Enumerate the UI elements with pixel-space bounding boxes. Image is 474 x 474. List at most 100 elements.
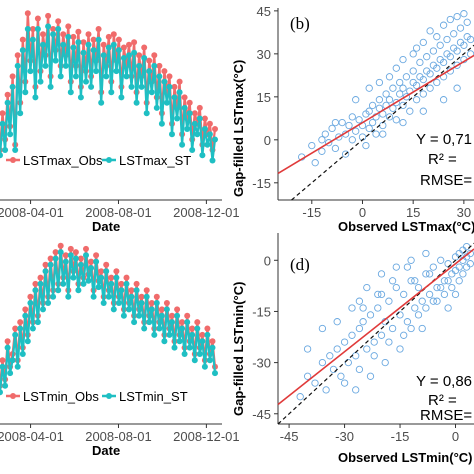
- series-point-LSTmin_Obs: [108, 274, 115, 281]
- scatter-point: [418, 324, 426, 333]
- series-point-LSTmax_ST: [24, 26, 31, 32]
- series-point-LSTmin_Obs: [17, 319, 24, 326]
- x-tick-label: 0: [452, 429, 459, 444]
- panel-a-plot: [0, 10, 218, 164]
- scatter-point: [388, 324, 397, 333]
- panel-a-x-ticks: 2008-04-01 2008-08-01 2008-12-01: [0, 200, 240, 220]
- legend-key-dot-LSTmax_ST: [106, 157, 112, 163]
- series-point-LSTmax_Obs: [206, 120, 213, 127]
- x-tick-label: 2008-08-01: [85, 429, 152, 444]
- scatter-point: [455, 249, 463, 258]
- scatter-point: [374, 304, 382, 312]
- series-point-LSTmax_Obs: [176, 78, 183, 85]
- scatter-point: [426, 27, 434, 35]
- scatter-point: [362, 141, 370, 150]
- series-point-LSTmin_ST: [80, 280, 87, 287]
- scatter-point: [419, 75, 427, 84]
- series-point-LSTmin_Obs: [123, 274, 130, 281]
- panel-b-plot: [277, 10, 474, 201]
- series-point-LSTmax_Obs: [212, 126, 218, 132]
- series-point-LSTmax_ST: [176, 89, 183, 96]
- series-point-LSTmax_ST: [42, 62, 49, 69]
- y-tick-label: 30: [257, 47, 271, 62]
- series-point-LSTmin_ST: [85, 277, 92, 284]
- series-point-LSTmax_ST: [7, 131, 14, 138]
- scatter-point: [326, 352, 334, 360]
- series-point-LSTmin_ST: [108, 280, 115, 287]
- series-point-LSTmax_ST: [77, 94, 84, 101]
- scatter-point: [375, 104, 384, 112]
- scatter-point: [325, 139, 333, 147]
- series-point-LSTmax_ST: [32, 94, 39, 101]
- series-point-LSTmax_ST: [93, 68, 100, 75]
- series-point-LSTmax_ST: [163, 99, 170, 106]
- series-point-LSTmax_Obs: [14, 52, 21, 59]
- series-point-LSTmax_ST: [57, 73, 64, 80]
- series-point-LSTmin_ST: [169, 319, 175, 326]
- series-point-LSTmax_ST: [174, 115, 181, 122]
- legend-key-dot-LSTmin_ST: [106, 393, 112, 399]
- series-point-LSTmax_ST: [136, 62, 143, 69]
- scatter-point: [439, 21, 448, 29]
- series-point-LSTmax_ST: [90, 47, 97, 54]
- series-point-LSTmin_Obs: [118, 280, 125, 287]
- scatter-point: [399, 118, 407, 127]
- series-point-LSTmin_ST: [98, 274, 105, 281]
- scatter-point: [348, 113, 356, 121]
- scatter-point: [453, 12, 461, 21]
- scatter-point: [463, 18, 471, 26]
- series-point-LSTmin_ST: [146, 319, 153, 326]
- series-point-LSTmax_Obs: [70, 33, 77, 40]
- series-point-LSTmin_ST: [105, 293, 112, 300]
- panel-d-x-ticks: -45 -30 -15 0: [280, 424, 459, 444]
- scatter-point: [338, 118, 346, 127]
- series-point-LSTmin_Obs: [93, 252, 100, 259]
- series-point-LSTmin_ST: [161, 338, 168, 345]
- series-point-LSTmax_ST: [62, 62, 69, 69]
- scatter-point: [403, 318, 412, 326]
- series-point-LSTmax_ST: [65, 33, 72, 40]
- scatter-point: [318, 147, 326, 155]
- scatter-point: [359, 318, 367, 326]
- scatter-point: [311, 159, 319, 167]
- series-point-LSTmin_Obs: [62, 252, 69, 259]
- series-point-LSTmin_Obs: [37, 274, 44, 281]
- panel-c-legend: LSTmin_Obs LSTmin_ST: [6, 389, 188, 404]
- scatter-point: [377, 270, 386, 278]
- scatter-point: [344, 358, 352, 367]
- series-point-LSTmax_ST: [80, 49, 87, 56]
- scatter-point: [433, 64, 441, 72]
- scatter-point: [433, 297, 441, 305]
- series-point-LSTmin_ST: [14, 363, 21, 370]
- scatter-point: [355, 297, 364, 305]
- series-point-LSTmin_Obs: [128, 287, 135, 294]
- series-point-LSTmax_ST: [194, 131, 201, 138]
- scatter-point: [437, 256, 445, 264]
- series-point-LSTmax_ST: [123, 73, 130, 80]
- series-point-LSTmax_Obs: [45, 12, 52, 19]
- panel-a-xlabel: Date: [92, 219, 120, 234]
- series-point-LSTmin_ST: [45, 300, 52, 306]
- scatter-point: [331, 144, 340, 153]
- scatter-point: [446, 15, 454, 24]
- series-point-LSTmin_ST: [27, 300, 34, 306]
- series-point-LSTmin_ST: [90, 293, 97, 300]
- series-point-LSTmin_Obs: [199, 331, 206, 338]
- series-point-LSTmin_ST: [83, 252, 89, 259]
- series-point-LSTmin_ST: [118, 287, 125, 294]
- series-point-LSTmax_ST: [34, 26, 41, 32]
- one-to-one-line: [291, 44, 474, 201]
- series-point-LSTmin_ST: [75, 287, 82, 294]
- panel-d-xlabel: Observed LSTmin(°C): [338, 450, 473, 465]
- series-point-LSTmax_Obs: [85, 31, 92, 38]
- series-point-LSTmax_ST: [19, 47, 26, 54]
- panel-b-label: (b): [290, 14, 310, 33]
- series-point-LSTmin_ST: [186, 344, 193, 351]
- series-point-LSTmax_ST: [201, 126, 208, 132]
- scatter-point: [451, 290, 460, 299]
- scatter-point: [453, 84, 461, 92]
- series-point-LSTmax_Obs: [146, 57, 153, 64]
- scatter-point: [419, 90, 427, 98]
- scatter-point: [348, 331, 356, 339]
- series-point-LSTmax_ST: [27, 68, 34, 75]
